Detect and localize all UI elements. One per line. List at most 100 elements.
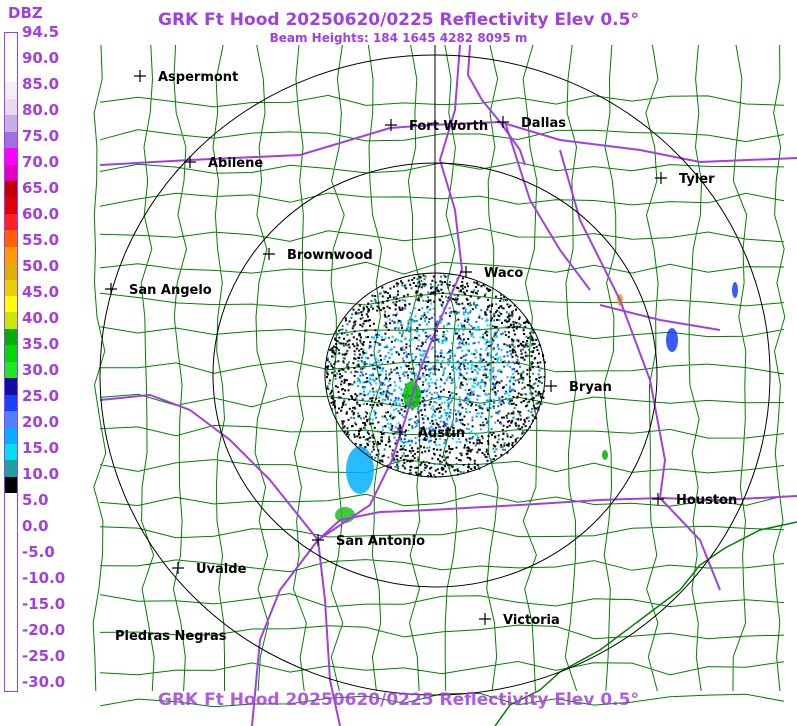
- echo-pixel: [423, 438, 426, 441]
- echo-pixel: [458, 334, 461, 337]
- echo-pixel: [334, 367, 337, 370]
- echo-pixel: [506, 345, 509, 348]
- echo-pixel: [429, 368, 432, 371]
- echo-pixel: [382, 367, 385, 370]
- echo-pixel: [393, 415, 396, 418]
- echo-pixel: [338, 407, 341, 410]
- echo-pixel: [343, 399, 346, 402]
- echo-pixel: [393, 459, 396, 462]
- echo-pixel: [473, 369, 476, 371]
- echo-pixel: [428, 403, 431, 406]
- echo-pixel: [414, 442, 417, 445]
- echo-pixel: [377, 443, 379, 445]
- echo-pixel: [459, 386, 462, 389]
- echo-pixel: [472, 303, 475, 306]
- echo-pixel: [461, 324, 463, 327]
- echo-pixel: [487, 425, 490, 428]
- echo-pixel: [478, 448, 481, 451]
- echo-pixel: [394, 398, 397, 401]
- echo-pixel: [473, 289, 476, 292]
- echo-pixel: [498, 398, 500, 401]
- echo-pixel: [399, 340, 402, 343]
- echo-pixel: [420, 390, 423, 393]
- echo-pixel: [447, 363, 450, 366]
- echo-pixel: [398, 353, 400, 356]
- echo-pixel: [388, 426, 391, 429]
- echo-pixel: [528, 400, 531, 403]
- echo-pixel: [508, 344, 511, 347]
- echo-pixel: [462, 343, 465, 346]
- echo-pixel: [342, 360, 345, 363]
- echo-pixel: [512, 389, 515, 392]
- echo-pixel: [479, 385, 482, 388]
- echo-pixel: [338, 336, 341, 339]
- echo-pixel: [400, 445, 403, 448]
- echo-pixel: [345, 365, 348, 368]
- echo-pixel: [484, 392, 487, 395]
- echo-pixel: [531, 342, 534, 345]
- echo-pixel: [430, 425, 433, 428]
- echo-pixel: [427, 321, 430, 324]
- echo-pixel: [454, 332, 457, 335]
- echo-pixel: [364, 386, 367, 388]
- echo-pixel: [440, 349, 443, 352]
- legend-value-label: 60.0: [22, 205, 60, 223]
- echo-pixel: [350, 332, 353, 335]
- echo-pixel: [479, 406, 482, 409]
- echo-pixel: [526, 404, 529, 407]
- echo-pixel: [469, 295, 472, 298]
- echo-pixel: [440, 288, 443, 291]
- echo-pixel: [517, 345, 520, 348]
- echo-pixel: [353, 367, 356, 370]
- echo-pixel: [369, 397, 372, 400]
- legend-value-label: -15.0: [22, 595, 66, 613]
- echo-pixel: [365, 336, 368, 339]
- interstate-route: [251, 44, 464, 726]
- echo-pixel: [360, 311, 363, 314]
- echo-pixel: [428, 375, 431, 378]
- echo-pixel: [343, 380, 346, 382]
- echo-pixel: [473, 281, 476, 284]
- echo-pixel: [416, 408, 419, 411]
- echo-pixel: [427, 373, 430, 376]
- echo-pixel: [459, 403, 462, 406]
- echo-pixel: [449, 394, 452, 397]
- echo-pixel: [494, 311, 497, 314]
- echo-pixel: [470, 430, 473, 433]
- echo-pixel: [514, 351, 517, 354]
- legend-color-cell: [5, 624, 17, 642]
- echo-pixel: [409, 338, 412, 341]
- echo-pixel: [372, 440, 375, 443]
- echo-pixel: [382, 290, 385, 293]
- echo-pixel: [341, 422, 344, 425]
- echo-pixel: [340, 409, 343, 412]
- echo-pixel: [459, 471, 462, 473]
- echo-pixel: [467, 398, 470, 401]
- range-rings: [99, 45, 771, 696]
- echo-pixel: [337, 370, 340, 373]
- echo-pixel: [467, 343, 470, 346]
- echo-pixel: [521, 387, 524, 390]
- echo-pixel: [486, 440, 489, 443]
- echo-pixel: [415, 422, 418, 425]
- echo-pixel: [342, 420, 345, 423]
- echo-pixel: [404, 299, 406, 302]
- echo-pixel: [512, 410, 515, 413]
- echo-pixel: [490, 415, 493, 418]
- legend-value-label: 65.0: [22, 179, 60, 197]
- echo-pixel: [485, 340, 488, 343]
- echo-pixel: [408, 339, 411, 342]
- city-label: Uvalde: [196, 562, 247, 577]
- echo-pixel: [352, 362, 355, 365]
- echo-pixel: [387, 380, 390, 382]
- echo-pixel: [388, 373, 391, 376]
- echo-pixel: [465, 408, 467, 410]
- echo-pixel: [354, 312, 357, 315]
- echo-pixel: [379, 366, 381, 369]
- legend-color-cell: [5, 345, 17, 362]
- echo-pixel: [377, 351, 380, 353]
- echo-pixel: [394, 466, 397, 468]
- echo-pixel: [418, 275, 421, 278]
- echo-pixel: [422, 396, 425, 399]
